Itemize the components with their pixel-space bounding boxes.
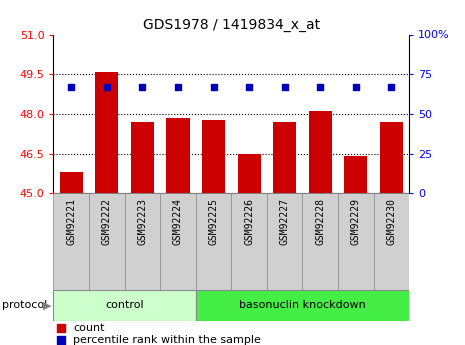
Bar bbox=[380, 122, 403, 193]
Point bbox=[67, 84, 75, 90]
Text: ▶: ▶ bbox=[43, 300, 51, 310]
Bar bbox=[267, 193, 303, 290]
Bar bbox=[60, 172, 83, 193]
Bar bbox=[53, 290, 196, 321]
Text: GSM92221: GSM92221 bbox=[66, 198, 76, 245]
Text: count: count bbox=[73, 323, 105, 333]
Text: GSM92226: GSM92226 bbox=[244, 198, 254, 245]
Text: GSM92225: GSM92225 bbox=[208, 198, 219, 245]
Point bbox=[246, 84, 253, 90]
Text: percentile rank within the sample: percentile rank within the sample bbox=[73, 335, 261, 345]
Text: control: control bbox=[105, 300, 144, 310]
Text: protocol: protocol bbox=[2, 300, 47, 310]
Bar bbox=[238, 154, 261, 193]
Bar bbox=[196, 193, 232, 290]
Text: basonuclin knockdown: basonuclin knockdown bbox=[239, 300, 366, 310]
Text: GSM92228: GSM92228 bbox=[315, 198, 326, 245]
Bar bbox=[309, 111, 332, 193]
Bar bbox=[53, 193, 89, 290]
Bar bbox=[232, 193, 267, 290]
Text: GSM92227: GSM92227 bbox=[279, 198, 290, 245]
Text: GSM92230: GSM92230 bbox=[386, 198, 397, 245]
Point bbox=[352, 84, 359, 90]
Point bbox=[174, 84, 182, 90]
Bar bbox=[131, 122, 154, 193]
Bar bbox=[95, 71, 119, 193]
Point bbox=[57, 325, 64, 331]
Bar bbox=[166, 118, 190, 193]
Bar bbox=[344, 156, 367, 193]
Bar bbox=[196, 290, 409, 321]
Bar bbox=[303, 193, 338, 290]
Point bbox=[281, 84, 288, 90]
Text: GSM92223: GSM92223 bbox=[137, 198, 147, 245]
Point bbox=[139, 84, 146, 90]
Text: GSM92224: GSM92224 bbox=[173, 198, 183, 245]
Bar bbox=[202, 120, 225, 193]
Point bbox=[57, 337, 64, 343]
Text: GSM92229: GSM92229 bbox=[351, 198, 361, 245]
Bar bbox=[89, 193, 125, 290]
Bar bbox=[374, 193, 409, 290]
Point bbox=[388, 84, 395, 90]
Bar bbox=[273, 122, 296, 193]
Point bbox=[103, 84, 111, 90]
Bar bbox=[160, 193, 196, 290]
Bar bbox=[338, 193, 374, 290]
Point bbox=[210, 84, 217, 90]
Text: GSM92222: GSM92222 bbox=[102, 198, 112, 245]
Point bbox=[317, 84, 324, 90]
Title: GDS1978 / 1419834_x_at: GDS1978 / 1419834_x_at bbox=[143, 18, 320, 32]
Bar bbox=[125, 193, 160, 290]
